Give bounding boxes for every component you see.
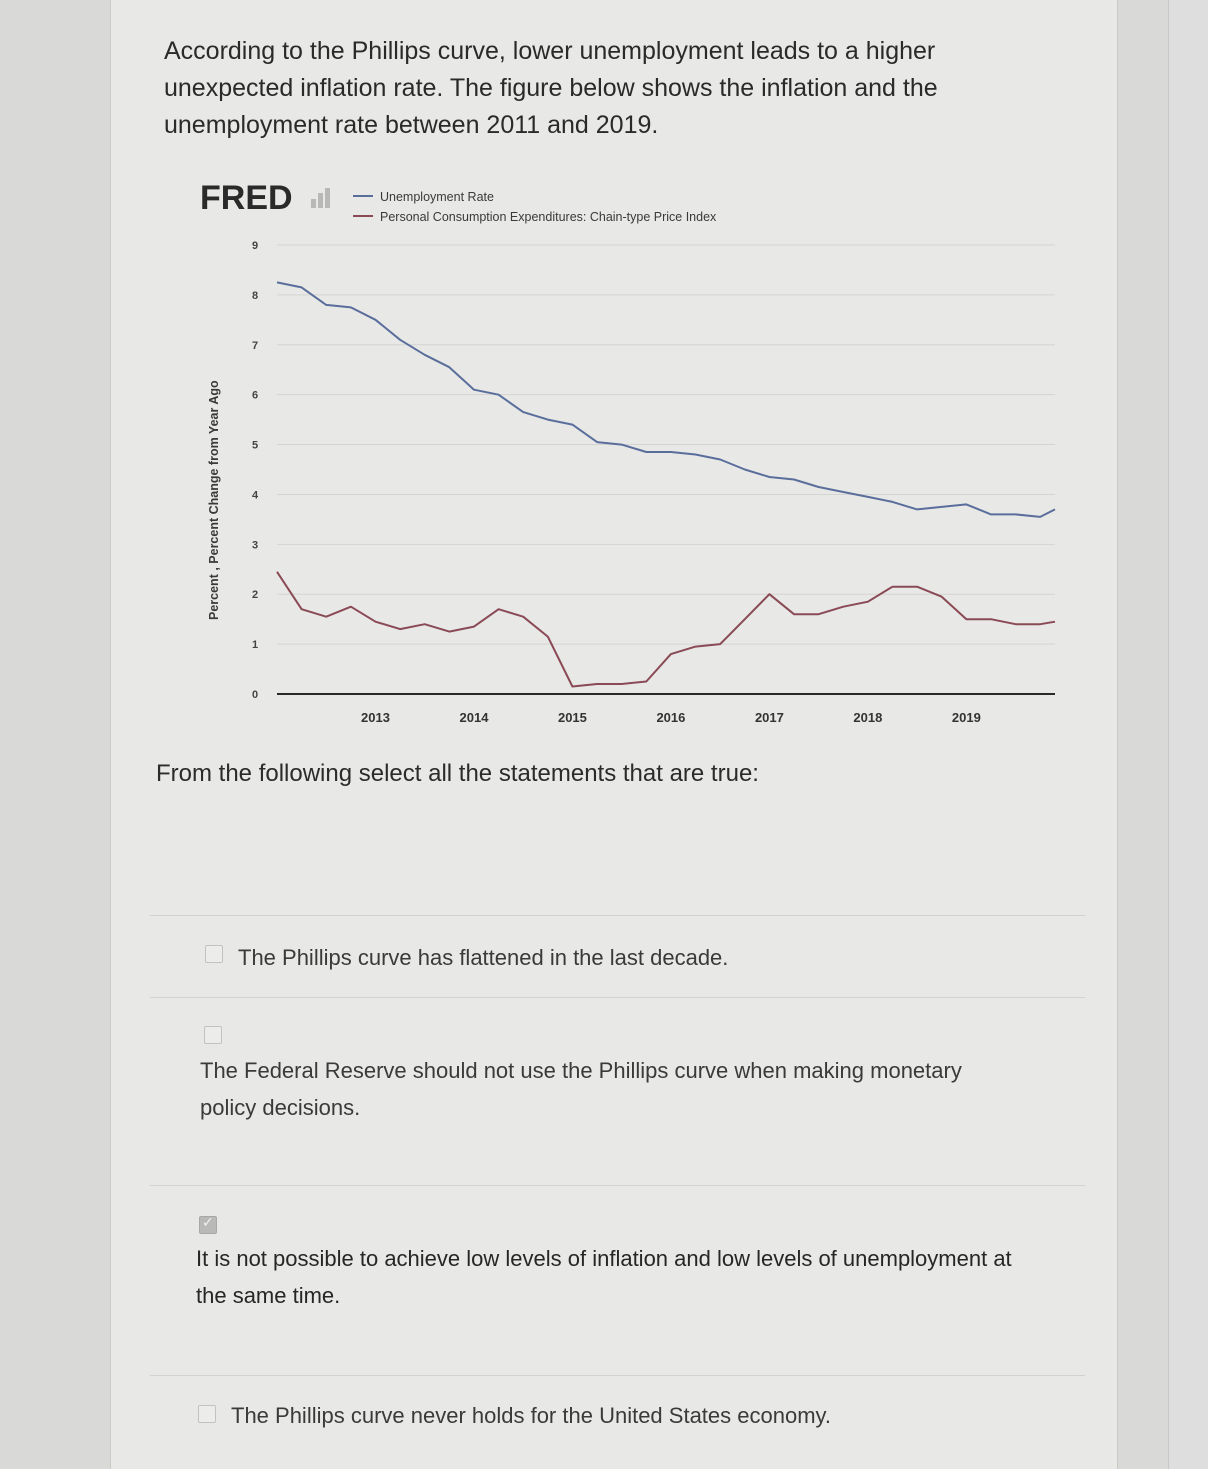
y-tick-label: 0: [252, 689, 258, 701]
pce-inflation-line: [276, 571, 1056, 688]
option-divider: [150, 997, 1085, 998]
option-4-checkbox[interactable]: [198, 1405, 216, 1423]
checkmark-icon: ✓: [202, 1214, 214, 1230]
unemployment-rate-line: [276, 281, 1056, 518]
fred-logo: FRED: [200, 179, 293, 217]
x-tick-label: 2013: [361, 710, 390, 725]
x-tick-label: 2014: [460, 710, 490, 725]
x-tick-label: 2015: [558, 710, 587, 725]
series-lines: [276, 281, 1056, 688]
option-4-label: The Phillips curve never holds for the U…: [231, 1403, 832, 1428]
y-tick-label: 2: [252, 589, 258, 601]
y-tick-label: 4: [252, 489, 259, 501]
answer-option-3[interactable]: ✓ It is not possible to achieve low leve…: [196, 1213, 1076, 1323]
fred-chart: FRED Unemployment Rate Personal Consumpt…: [195, 172, 1075, 732]
option-3-label: It is not possible to achieve low levels…: [196, 1246, 1012, 1308]
y-tick-label: 9: [252, 240, 258, 252]
legend-label-pce: Personal Consumption Expenditures: Chain…: [380, 210, 717, 224]
y-tick-label: 1: [252, 639, 258, 651]
answer-option-1[interactable]: The Phillips curve has flattened in the …: [200, 935, 1060, 980]
x-tick-label: 2017: [755, 710, 784, 725]
chart-svg: FRED Unemployment Rate Personal Consumpt…: [200, 179, 1056, 725]
x-tick-labels: 2013 2014 2015 2016 2017 2018 2019: [361, 710, 981, 725]
y-axis-label: Percent , Percent Change from Year Ago: [207, 380, 221, 620]
x-tick-label: 2019: [952, 710, 981, 725]
question-intro: According to the Phillips curve, lower u…: [164, 37, 938, 139]
y-tick-label: 7: [252, 340, 258, 352]
answer-option-2[interactable]: The Federal Reserve should not use the P…: [198, 1022, 1058, 1132]
y-tick-label: 8: [252, 290, 258, 302]
x-tick-label: 2018: [853, 710, 882, 725]
y-tick-label: 6: [252, 390, 258, 402]
y-tick-labels: 0 1 2 3 4 5 6 7 8 9: [252, 240, 259, 701]
option-divider: [150, 915, 1085, 916]
question-prompt: From the following select all the statem…: [156, 760, 759, 787]
fred-logo-icon: [311, 188, 330, 208]
option-1-label: The Phillips curve has flattened in the …: [238, 945, 729, 970]
x-tick-label: 2016: [656, 710, 685, 725]
option-2-label: The Federal Reserve should not use the P…: [200, 1058, 962, 1120]
option-2-checkbox[interactable]: [204, 1026, 222, 1044]
y-tick-label: 3: [252, 539, 258, 551]
option-3-checkbox[interactable]: ✓: [199, 1214, 217, 1234]
right-panel: [1168, 0, 1208, 1469]
option-1-checkbox[interactable]: [205, 945, 223, 963]
legend-label-unemployment: Unemployment Rate: [380, 190, 494, 204]
option-divider: [150, 1185, 1085, 1186]
answer-option-4[interactable]: The Phillips curve never holds for the U…: [195, 1397, 1055, 1442]
option-divider: [150, 1375, 1085, 1376]
y-tick-label: 5: [252, 440, 258, 452]
